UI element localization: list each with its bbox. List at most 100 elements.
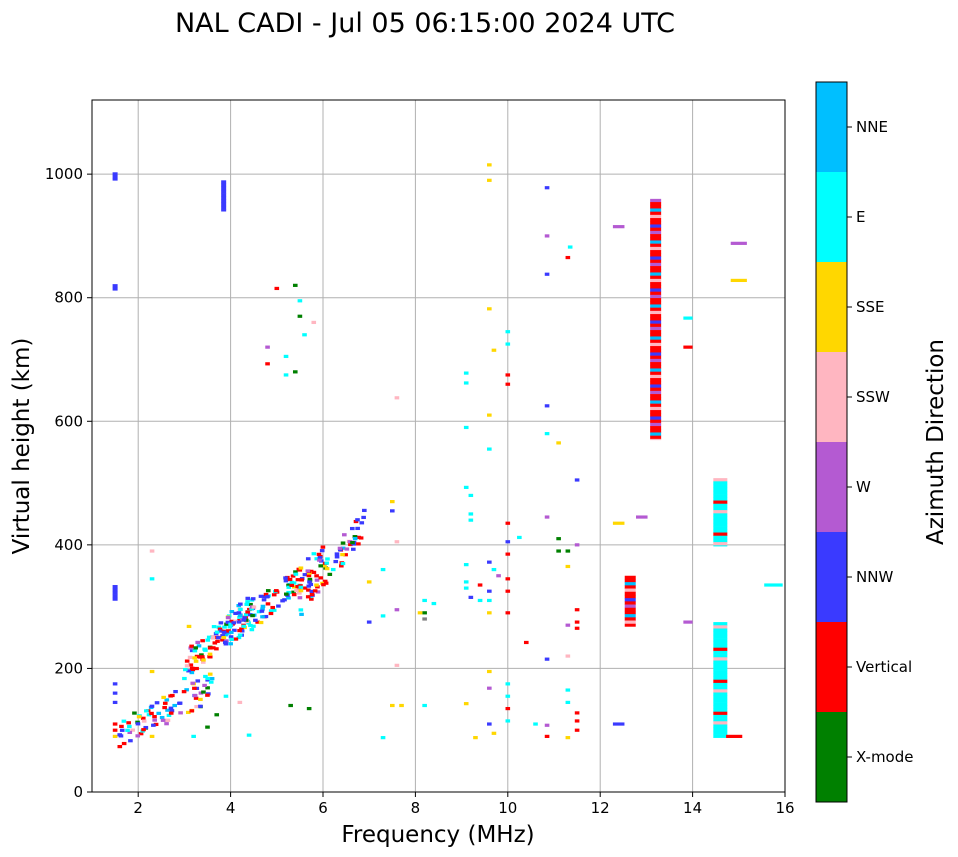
echo-point — [544, 515, 550, 519]
echo-column-segment — [713, 730, 728, 735]
echo-column-segment — [112, 588, 118, 592]
echo-point — [216, 625, 222, 629]
echo-point — [333, 559, 339, 564]
echo-column-segment — [650, 355, 662, 360]
echo-point — [112, 682, 118, 686]
echo-point — [505, 342, 511, 346]
echo-point — [249, 607, 254, 611]
echo-point — [223, 633, 228, 637]
echo-point — [327, 572, 333, 576]
echo-point — [544, 723, 550, 727]
echo-point — [190, 681, 196, 685]
echo-point — [119, 724, 124, 728]
echo-point — [194, 686, 200, 690]
echo-point — [164, 698, 170, 702]
echo-point — [487, 598, 492, 603]
echo-point — [322, 564, 327, 568]
colorbar-tick-label: W — [856, 478, 871, 496]
echo-point — [259, 609, 265, 613]
axes-ticks: 2 4 6 8 10 12 14 16 0 200 400 600 800 1000 — [45, 165, 795, 817]
echo-column-segment — [650, 326, 662, 331]
echo-point — [730, 241, 747, 245]
echo-point — [764, 583, 783, 587]
echo-point — [463, 381, 469, 385]
echo-column-segment — [713, 666, 728, 671]
echo-point — [318, 576, 324, 580]
echo-point — [344, 547, 350, 551]
echo-point — [556, 441, 561, 445]
echo-point — [325, 557, 330, 561]
echo-point — [169, 709, 175, 713]
echo-column-segment — [713, 708, 728, 712]
echo-point — [612, 722, 625, 726]
echo-point — [297, 591, 302, 595]
echo-column-segment — [650, 339, 662, 344]
echo-point — [241, 618, 247, 622]
x-tick-label: 4 — [226, 799, 236, 817]
echo-point — [203, 674, 208, 679]
echo-column-segment — [112, 594, 118, 599]
x-tick-label: 14 — [683, 799, 702, 817]
echo-point — [574, 719, 580, 723]
echo-point — [119, 728, 125, 732]
echo-point — [229, 637, 234, 642]
echo-column-segment — [650, 406, 662, 411]
echo-column-segment — [650, 278, 662, 283]
echo-point — [214, 647, 219, 651]
echo-column-segment — [713, 718, 728, 722]
echo-point — [324, 561, 330, 565]
echo-point — [355, 518, 360, 522]
echo-point — [195, 679, 201, 683]
echo-column-segment — [650, 256, 662, 260]
echo-point — [487, 560, 492, 564]
echo-point — [263, 614, 269, 619]
echo-column-segment — [650, 224, 662, 228]
echo-point — [237, 615, 242, 619]
echo-point — [565, 623, 571, 627]
echo-point — [293, 572, 299, 576]
echo-point — [242, 616, 247, 620]
echo-point — [308, 569, 314, 573]
echo-point — [149, 577, 155, 581]
echo-point — [463, 702, 469, 706]
echo-column-segment — [650, 381, 662, 385]
echo-point — [565, 654, 571, 658]
echo-column-segment — [650, 198, 662, 203]
echo-point — [184, 659, 190, 663]
echo-point — [165, 708, 170, 712]
echo-column-segment — [650, 218, 662, 222]
echo-point — [556, 537, 561, 541]
echo-point — [228, 635, 234, 639]
colorbar-swatch-nne — [816, 82, 847, 172]
echo-point — [189, 670, 195, 675]
echo-point — [320, 545, 326, 549]
echo-point — [149, 669, 155, 674]
echo-point — [225, 616, 231, 620]
y-tick-label: 600 — [54, 412, 83, 430]
echo-column-segment — [221, 189, 227, 194]
echo-point — [399, 703, 404, 708]
echo-point — [565, 736, 571, 740]
echo-point — [127, 724, 132, 729]
echo-point — [312, 589, 318, 593]
echo-point — [463, 425, 469, 430]
echo-point — [487, 163, 492, 167]
echo-column-segment — [221, 202, 227, 207]
y-tick-label: 0 — [73, 783, 83, 801]
echo-column-segment — [650, 221, 662, 225]
echo-column-segment — [650, 250, 662, 254]
echo-point — [255, 620, 260, 624]
echo-column-segment — [624, 601, 636, 605]
echo-point — [245, 600, 250, 604]
echo-column-segment — [650, 368, 662, 372]
echo-point — [339, 564, 344, 568]
echo-point — [322, 579, 328, 583]
echo-point — [612, 521, 625, 525]
echo-point — [207, 655, 212, 659]
echo-point — [236, 620, 242, 624]
echo-column-segment — [112, 591, 118, 595]
echo-point — [380, 736, 386, 740]
echo-column-segment — [713, 628, 728, 632]
echo-point — [205, 676, 211, 681]
echo-column-segment — [221, 209, 227, 212]
